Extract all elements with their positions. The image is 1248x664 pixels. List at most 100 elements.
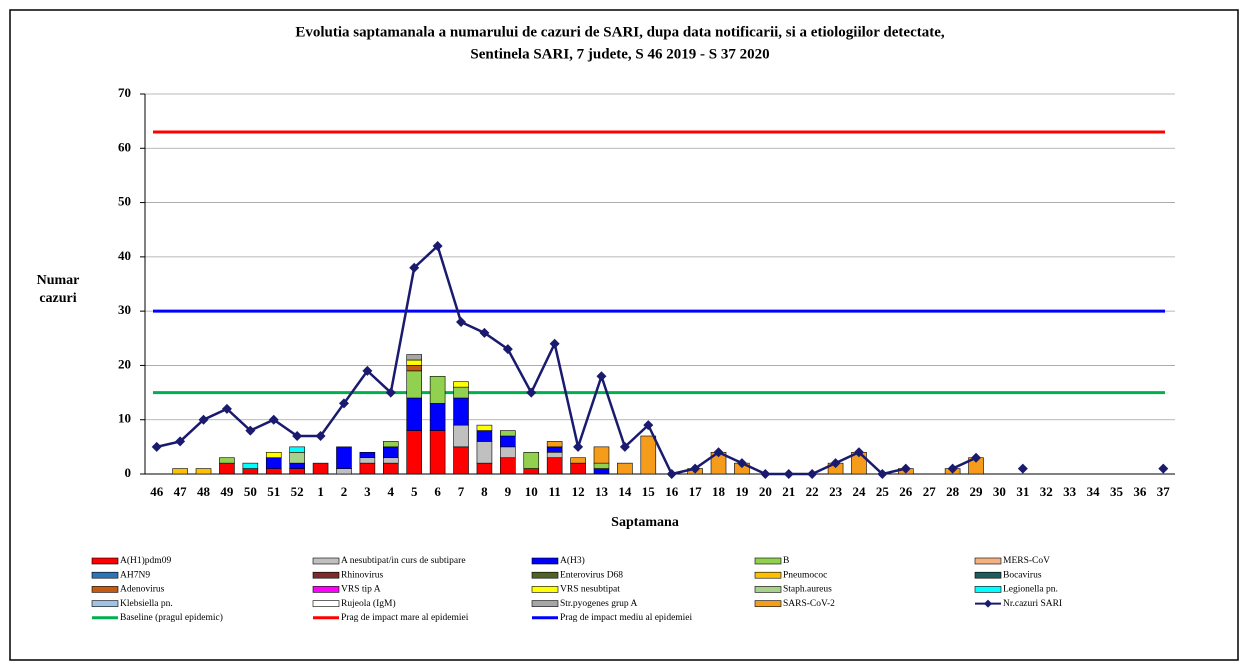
bar	[453, 397, 469, 426]
legend-label: Rhinovirus	[341, 570, 384, 580]
legend-swatch	[984, 599, 992, 608]
marker	[175, 436, 186, 447]
bar	[570, 462, 586, 475]
x-tick-label: 32	[1040, 484, 1053, 499]
bar	[453, 381, 469, 388]
marker	[619, 441, 630, 452]
bar	[265, 451, 282, 459]
x-tick-label: 5	[411, 484, 418, 499]
legend-label: Klebsiella pn.	[120, 599, 173, 609]
chart-subtitle: Sentinela SARI, 7 judete, S 46 2019 - S …	[470, 46, 769, 62]
marker	[666, 469, 677, 479]
bar	[406, 397, 422, 431]
legend-label: SARS-CoV-2	[783, 599, 835, 609]
bar	[383, 462, 399, 475]
marker	[456, 317, 467, 327]
legend-label: A nesubtipat/in curs de subtipare	[341, 556, 466, 566]
marker	[385, 387, 396, 398]
bar	[383, 446, 399, 459]
legend-swatch	[531, 586, 559, 593]
bar	[406, 365, 422, 372]
x-tick-label: 21	[782, 484, 795, 499]
x-tick-label: 16	[665, 484, 679, 499]
legend-swatch	[91, 586, 119, 593]
marker	[807, 469, 818, 479]
bar	[476, 424, 493, 431]
legend-swatch	[91, 571, 119, 579]
marker	[900, 463, 911, 474]
x-tick-label: 2	[341, 484, 348, 499]
marker	[1017, 463, 1028, 474]
x-tick-label: 8	[481, 484, 488, 499]
marker	[830, 458, 841, 469]
legend-label: AH7N9	[120, 570, 150, 580]
bar	[453, 386, 469, 399]
bar	[265, 468, 282, 475]
bar	[289, 451, 305, 464]
marker	[947, 463, 958, 474]
bar	[476, 462, 493, 475]
marker	[736, 458, 747, 469]
bar	[383, 457, 399, 464]
bar	[476, 441, 493, 464]
legend-label: Str.pyogenes grup A	[560, 599, 637, 609]
marker	[479, 327, 490, 338]
x-tick-label: 27	[923, 484, 937, 499]
y-tick-label: 0	[125, 465, 132, 480]
bar	[312, 462, 329, 475]
bar	[289, 462, 305, 469]
x-tick-label: 20	[759, 484, 772, 499]
legend-label: Staph.aureus	[783, 585, 832, 595]
legend-swatch	[974, 557, 1002, 565]
x-tick-label: 31	[1016, 484, 1029, 499]
bar	[593, 468, 610, 475]
bar	[593, 462, 610, 469]
legend-label: Pneumococ	[783, 570, 827, 580]
bar	[289, 446, 305, 453]
legend-label: Bocavirus	[1003, 570, 1042, 580]
marker	[690, 463, 701, 474]
x-tick-label: 35	[1110, 484, 1124, 499]
bar	[406, 354, 422, 361]
bar	[500, 435, 516, 448]
legend-label: Baseline (pragul epidemic)	[120, 612, 223, 623]
x-tick-label: 34	[1087, 484, 1101, 499]
x-tick-label: 14	[618, 484, 632, 499]
x-tick-label: 13	[595, 484, 609, 499]
marker	[713, 447, 724, 458]
legend-swatch	[754, 571, 782, 579]
y-tick-label: 10	[118, 411, 131, 426]
legend-label: Adenovirus	[120, 585, 165, 595]
x-tick-label: 36	[1133, 484, 1147, 499]
marker	[432, 241, 443, 251]
frame	[9, 9, 1239, 661]
bar	[195, 468, 212, 475]
x-tick-label: 7	[458, 484, 465, 499]
marker	[760, 469, 771, 479]
bar	[476, 430, 493, 442]
bar	[265, 457, 282, 469]
legend-swatch	[974, 571, 1002, 579]
legend-label: Enterovirus D68	[560, 570, 623, 580]
marker	[338, 398, 349, 409]
marker	[573, 441, 584, 452]
x-tick-label: 6	[434, 484, 441, 499]
marker	[783, 469, 794, 479]
bar	[383, 441, 399, 448]
marker	[643, 420, 654, 431]
legend-label: Prag de impact mare al epidemiei	[341, 613, 469, 623]
x-tick-label: 26	[899, 484, 913, 499]
legend-label: A(H3)	[560, 555, 585, 566]
x-tick-label: 23	[829, 484, 843, 499]
legend-swatch	[531, 557, 559, 565]
legend-swatch	[754, 600, 782, 607]
legend-label: Nr.cazuri SARI	[1003, 599, 1062, 609]
bar	[429, 403, 446, 431]
x-tick-label: 33	[1063, 484, 1077, 499]
x-tick-label: 52	[291, 484, 304, 499]
y-tick-label: 30	[118, 302, 131, 317]
bar	[523, 451, 540, 469]
bar	[242, 462, 259, 469]
marker	[971, 452, 982, 463]
bar	[640, 435, 657, 475]
